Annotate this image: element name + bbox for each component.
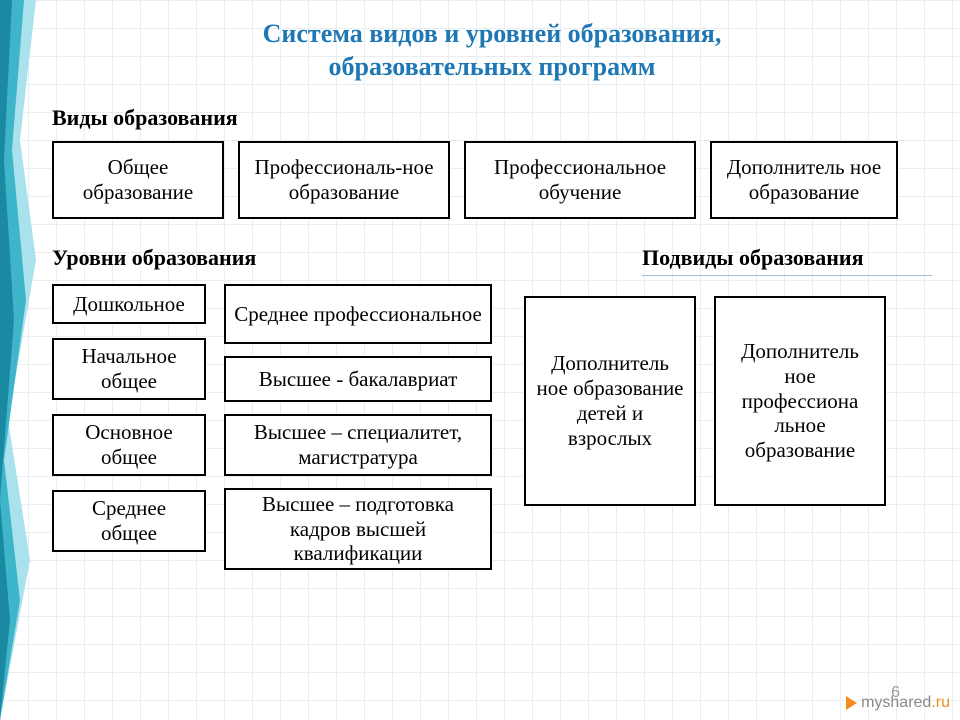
content-area: Система видов и уровней образования, обр…: [0, 0, 960, 720]
level-col2-box-1: Высшее - бакалавриат: [224, 356, 492, 402]
play-icon: [846, 696, 857, 710]
watermark-main: myshared: [861, 694, 931, 711]
title-line-2: образовательных программ: [52, 51, 932, 84]
type-box-2: Профессиональное обучение: [464, 141, 696, 219]
title-line-1: Система видов и уровней образования,: [52, 18, 932, 51]
page-title: Система видов и уровней образования, обр…: [52, 18, 932, 83]
level-col1-box-3: Среднее общее: [52, 490, 206, 552]
heading-subtypes: Подвиды образования: [642, 245, 864, 270]
heading-types: Виды образования: [52, 105, 932, 131]
subtypes-underline: [642, 275, 932, 276]
level-col1-box-0: Дошкольное: [52, 284, 206, 324]
watermark: myshared.ru: [846, 694, 950, 712]
types-row: Общее образованиеПрофессиональ-ное образ…: [52, 141, 932, 219]
type-box-3: Дополнитель ное образование: [710, 141, 898, 219]
subtype-box-1: Дополнитель ное профессиона льное образо…: [714, 296, 886, 506]
level-col2-box-2: Высшее – специалитет, магистратура: [224, 414, 492, 476]
headings-row: Уровни образования Подвиды образования: [52, 245, 932, 276]
level-col1-box-2: Основное общее: [52, 414, 206, 476]
heading-levels: Уровни образования: [52, 245, 256, 270]
levels-col-1: Дошкольное Начальное общее Основное общее С…: [52, 284, 206, 570]
levels-col-2: Среднее профессиональное Высшее - бакалав…: [224, 284, 492, 570]
level-col2-box-0: Среднее профессиональное: [224, 284, 492, 344]
subtype-box-0: Дополнитель ное образование детей и взро…: [524, 296, 696, 506]
level-col2-box-3: Высшее – подготовка кадров высшей квалиф…: [224, 488, 492, 570]
type-box-1: Профессиональ-ное образование: [238, 141, 450, 219]
watermark-suffix: .ru: [931, 694, 950, 711]
type-box-0: Общее образование: [52, 141, 224, 219]
subtypes-group: Дополнитель ное образование детей и взро…: [524, 296, 886, 570]
watermark-text: myshared.ru: [861, 694, 950, 712]
lower-columns: Дошкольное Начальное общее Основное общее С…: [52, 284, 932, 570]
level-col1-box-1: Начальное общее: [52, 338, 206, 400]
